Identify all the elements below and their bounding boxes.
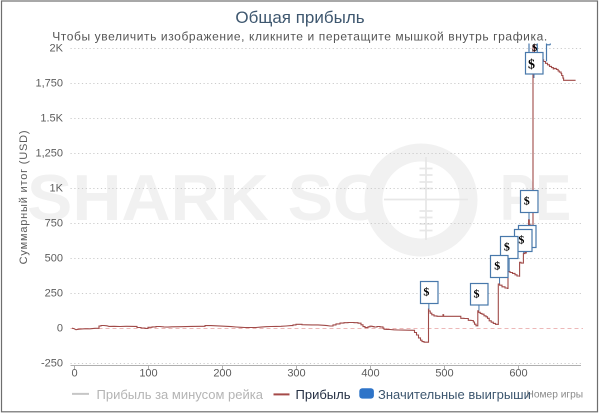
svg-text:$: $ [504, 240, 510, 254]
svg-text:Прибыль: Прибыль [296, 387, 351, 402]
svg-text:1,750: 1,750 [35, 78, 63, 90]
svg-text:Суммарный итог (USD): Суммарный итог (USD) [18, 130, 30, 265]
svg-text:$: $ [423, 285, 429, 299]
svg-text:Чтобы увеличить изображение, к: Чтобы увеличить изображение, кликните и … [52, 30, 548, 44]
svg-text:1K: 1K [50, 183, 64, 195]
svg-text:2K: 2K [50, 43, 64, 55]
svg-text:SHARK SC: SHARK SC [27, 161, 382, 234]
svg-text:500: 500 [45, 253, 63, 265]
svg-text:Общая прибыль: Общая прибыль [235, 8, 364, 27]
svg-text:Номер игры: Номер игры [527, 390, 584, 401]
svg-text:Прибыль за минусом рейка: Прибыль за минусом рейка [97, 387, 264, 402]
svg-text:0: 0 [71, 368, 77, 380]
svg-text:-250: -250 [41, 358, 63, 370]
svg-text:300: 300 [287, 368, 305, 380]
svg-text:200: 200 [213, 368, 231, 380]
svg-text:0: 0 [57, 323, 63, 335]
svg-text:Значительные выигрыши: Значительные выигрыши [378, 387, 531, 402]
svg-text:1.5K: 1.5K [40, 113, 63, 125]
svg-text:$: $ [518, 233, 524, 247]
svg-text:$: $ [474, 287, 480, 301]
svg-text:600: 600 [509, 368, 527, 380]
svg-text:$: $ [528, 57, 535, 72]
svg-text:250: 250 [45, 288, 63, 300]
svg-text:750: 750 [45, 218, 63, 230]
svg-text:$: $ [524, 194, 530, 208]
svg-text:400: 400 [361, 368, 379, 380]
svg-text:500: 500 [435, 368, 453, 380]
svg-text:$: $ [494, 259, 500, 273]
svg-text:100: 100 [139, 368, 157, 380]
svg-text:$: $ [532, 43, 537, 54]
svg-text:1,250: 1,250 [35, 148, 63, 160]
